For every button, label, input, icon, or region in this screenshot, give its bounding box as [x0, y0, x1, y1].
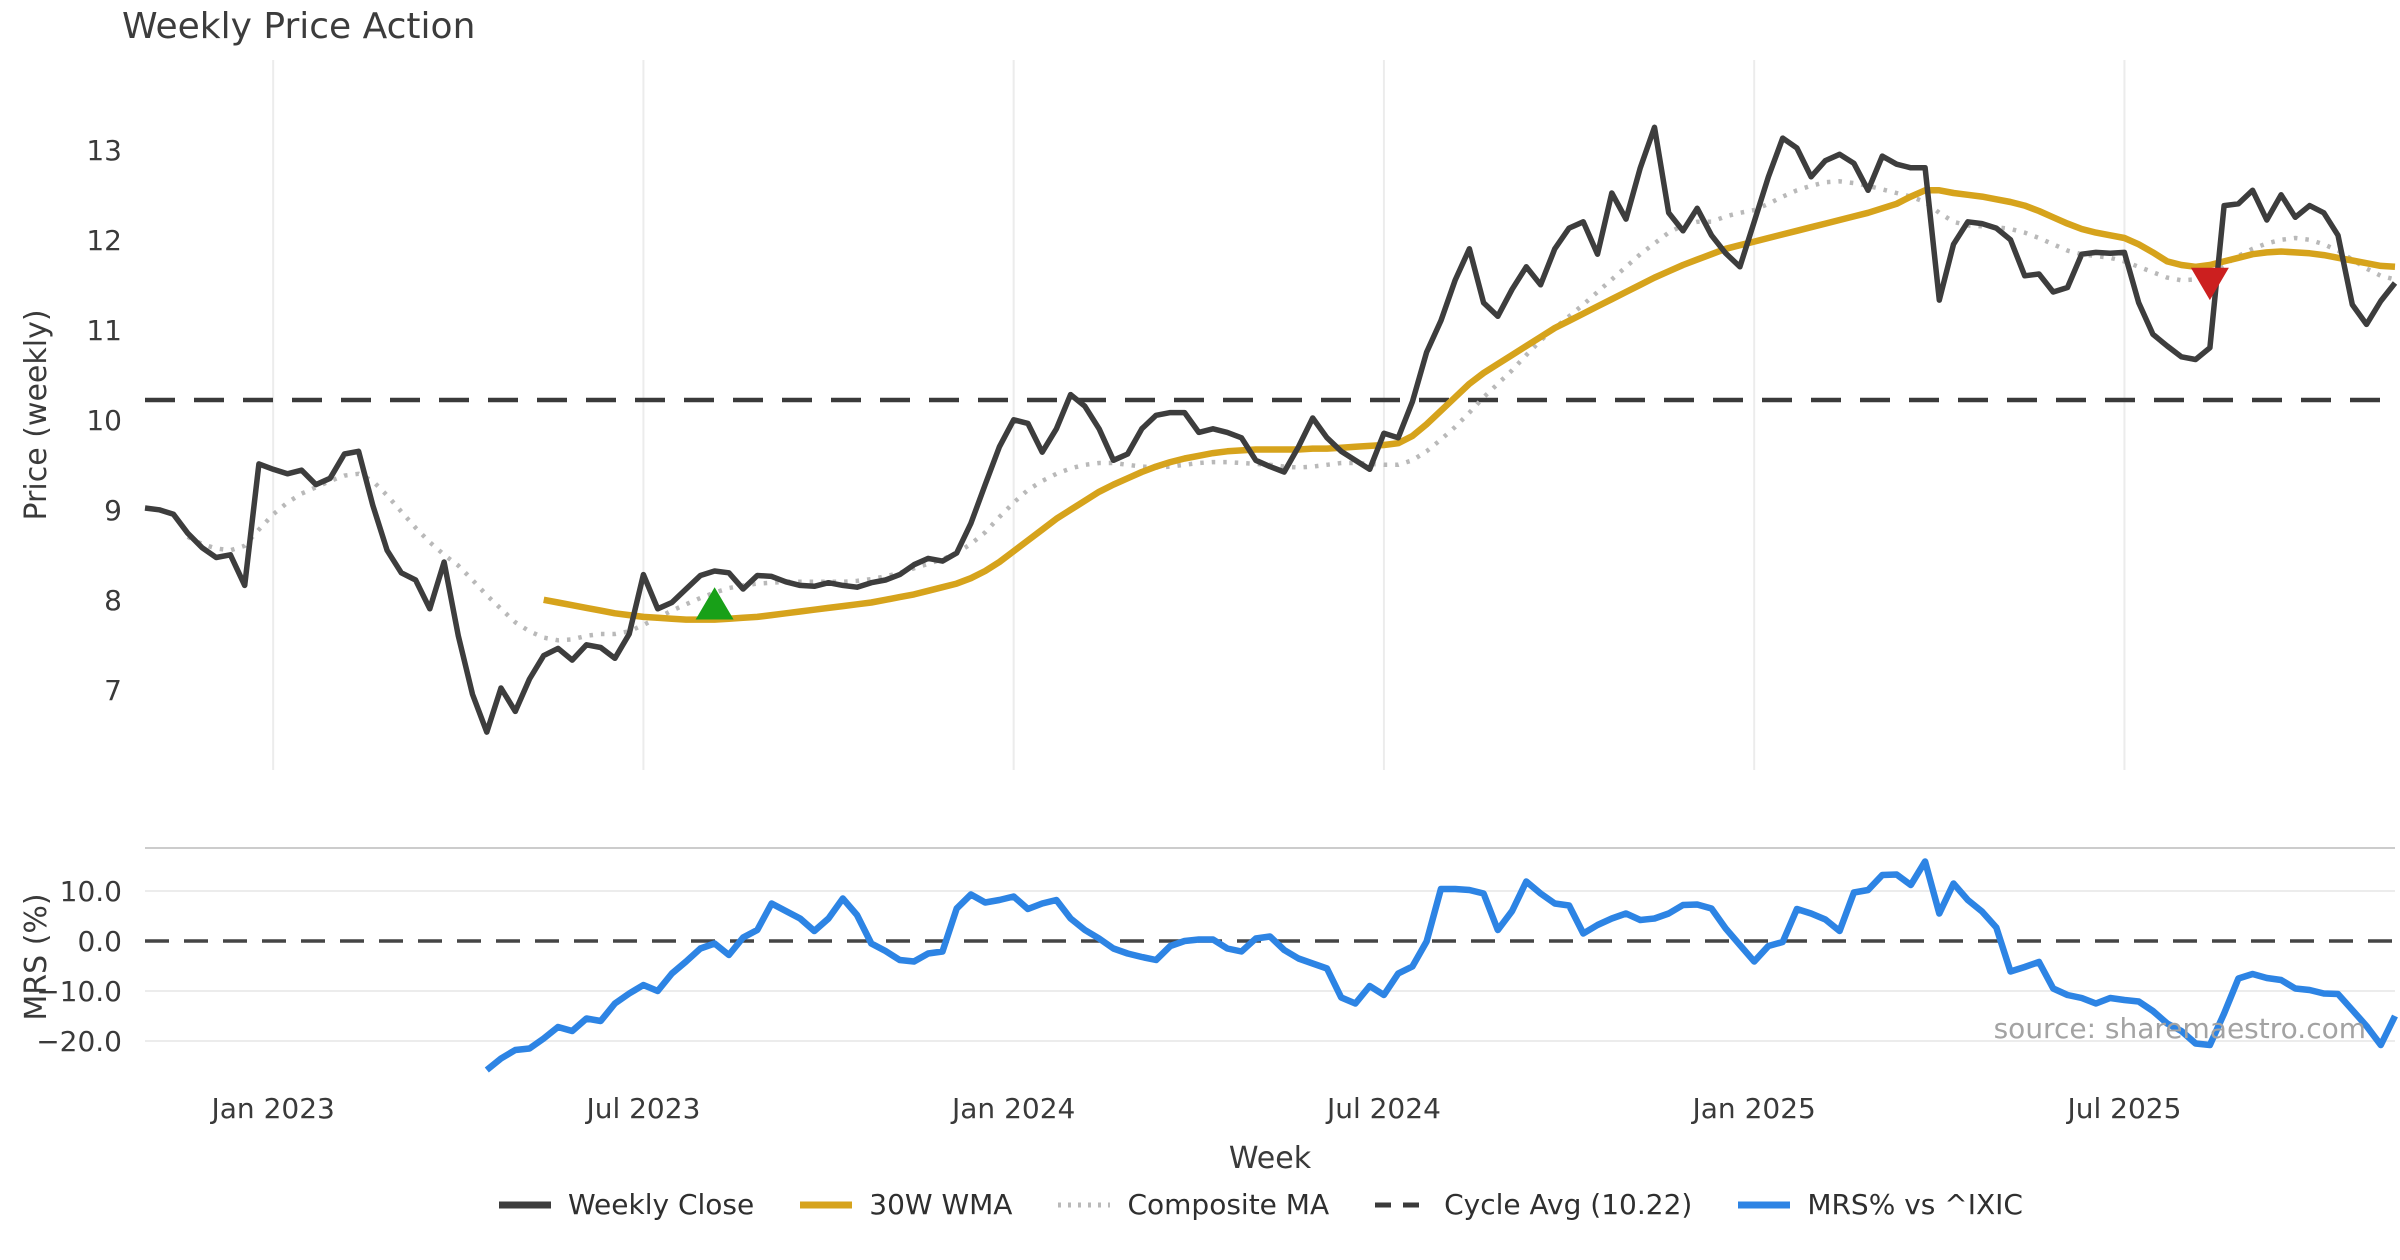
mrs-tick-label: −20.0: [36, 1025, 122, 1058]
x-tick-label: Jul 2024: [1325, 1092, 1441, 1125]
composite-ma-line: [186, 179, 2396, 643]
legend: Weekly Close 30W WMA Composite MA Cycle Avg…: [60, 1188, 2400, 1221]
mrs-line: [484, 858, 2398, 1073]
legend-swatch-icon: [800, 1201, 853, 1208]
sell-signal-marker: [2190, 267, 2229, 301]
buy-signal-marker: [695, 587, 734, 620]
x-tick-label: Jul 2025: [2065, 1092, 2181, 1125]
week-axis-label: Week: [1229, 1141, 1312, 1176]
price-tick-label: 10: [86, 404, 122, 437]
mrs-tick-label: 10.0: [60, 875, 122, 908]
price-tick-label: 13: [86, 134, 122, 167]
mrs-tick-label: 0.0: [77, 925, 122, 958]
legend-item-mrs-vs-ixic: MRS% vs ^IXIC: [1736, 1188, 2023, 1221]
price-tick-label: 11: [86, 314, 122, 347]
price-tick-label: 12: [86, 224, 122, 257]
legend-item-composite-ma: Composite MA: [1056, 1188, 1329, 1221]
legend-label: Composite MA: [1127, 1188, 1330, 1221]
price-tick-label: 9: [104, 494, 122, 527]
weekly-close-line: [144, 124, 2398, 735]
legend-swatch-icon: [1058, 1202, 1111, 1207]
price-tick-label: 8: [104, 584, 122, 617]
price-axis-label: Price (weekly): [19, 309, 54, 520]
x-tick-label: Jan 2025: [1691, 1092, 1816, 1125]
mrs-tick-label: −10.0: [36, 975, 122, 1008]
price-tick-label: 7: [104, 674, 122, 707]
legend-label: Weekly Close: [568, 1188, 755, 1221]
legend-swatch-icon: [1375, 1202, 1428, 1207]
mrs-axis-label: MRS (%): [19, 893, 54, 1020]
legend-label: 30W WMA: [869, 1188, 1013, 1221]
wma-line: [543, 187, 2396, 623]
chart-title: Weekly Price Action: [122, 6, 476, 47]
x-tick-label: Jan 2024: [950, 1092, 1075, 1125]
legend-label: MRS% vs ^IXIC: [1807, 1188, 2023, 1221]
legend-swatch-icon: [1738, 1201, 1791, 1208]
legend-item-cycle-avg-10-22: Cycle Avg (10.22): [1373, 1188, 1692, 1221]
legend-item-30w-wma: 30W WMA: [798, 1188, 1012, 1221]
x-tick-label: Jan 2023: [210, 1092, 335, 1125]
source-credit: source: sharemaestro.com: [1993, 1012, 2366, 1045]
x-tick-label: Jul 2023: [584, 1092, 700, 1125]
legend-item-weekly-close: Weekly Close: [497, 1188, 754, 1221]
legend-swatch-icon: [499, 1201, 551, 1208]
legend-label: Cycle Avg (10.22): [1444, 1188, 1693, 1221]
